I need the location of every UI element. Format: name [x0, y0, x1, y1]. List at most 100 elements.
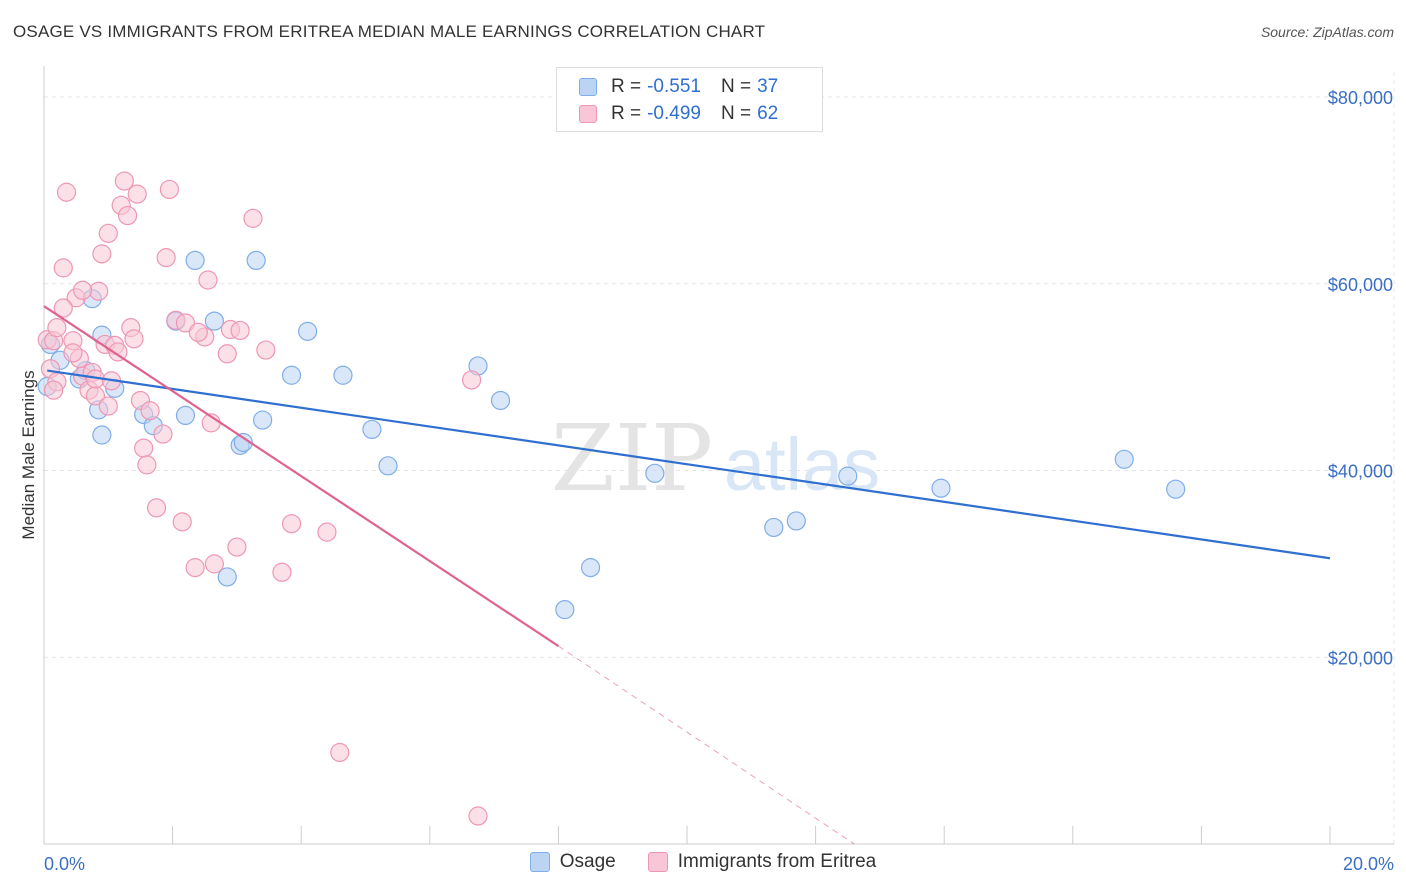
- data-point-eritrea: [330, 742, 350, 763]
- legend-label-eritrea: Immigrants from Eritrea: [677, 851, 877, 872]
- data-point-osage: [246, 250, 266, 271]
- data-point-eritrea: [227, 537, 247, 557]
- data-point-osage: [490, 390, 511, 411]
- data-point-eritrea: [230, 320, 250, 341]
- data-point-eritrea: [159, 179, 179, 200]
- trend-line-eritrea: [43, 305, 560, 647]
- data-point-osage: [333, 365, 353, 385]
- legend-r-value-eritrea: -0.499: [647, 103, 701, 124]
- stats-legend: R = -0.551 N = 37 R = -0.499 N = 62: [556, 67, 823, 132]
- data-point-eritrea: [243, 208, 263, 228]
- data-point-eritrea: [47, 318, 67, 338]
- data-point-eritrea: [137, 455, 157, 475]
- data-point-eritrea: [172, 512, 192, 532]
- legend-n-value-eritrea: 62: [757, 103, 779, 124]
- y-axis-label: Median Male Earnings: [19, 370, 38, 539]
- data-point-osage: [931, 478, 951, 498]
- data-point-eritrea: [117, 205, 138, 226]
- watermark: ZIP atlas: [551, 405, 880, 512]
- data-point-eritrea: [140, 401, 160, 421]
- data-point-eritrea: [108, 342, 128, 362]
- data-point-eritrea: [146, 498, 167, 518]
- x-tick-label: 0.0%: [44, 854, 85, 874]
- legend-swatch-eritrea: [647, 852, 668, 872]
- data-point-eritrea: [56, 182, 77, 202]
- y-tick-label: $20,000: [1328, 648, 1393, 668]
- x-tick-label: 20.0%: [1343, 854, 1394, 874]
- series-eritrea-points: [37, 171, 488, 826]
- data-point-eritrea: [317, 522, 337, 542]
- data-point-eritrea: [185, 558, 205, 578]
- data-point-eritrea: [217, 344, 237, 364]
- data-point-osage: [764, 517, 784, 538]
- legend-row-osage: R = -0.551 N = 37: [579, 74, 778, 100]
- data-point-osage: [645, 463, 665, 483]
- data-point-osage: [233, 432, 253, 453]
- trend-lines: [43, 305, 1331, 845]
- data-point-eritrea: [461, 370, 482, 390]
- axes: [43, 66, 1394, 845]
- data-point-eritrea: [114, 171, 134, 191]
- data-point-eritrea: [134, 438, 154, 458]
- data-point-eritrea: [72, 280, 93, 300]
- data-point-eritrea: [156, 248, 176, 268]
- legend-item-eritrea[interactable]: Immigrants from Eritrea: [647, 851, 877, 873]
- data-point-osage: [204, 311, 224, 331]
- data-point-osage: [580, 558, 601, 578]
- data-point-osage: [175, 405, 196, 426]
- legend-r-label: R =: [611, 76, 642, 97]
- grid-lines: [44, 72, 1395, 844]
- legend-item-osage[interactable]: Osage: [529, 851, 616, 873]
- data-point-eritrea: [98, 396, 118, 416]
- data-point-osage: [217, 567, 237, 587]
- data-point-osage: [185, 250, 205, 271]
- data-point-osage: [253, 410, 273, 430]
- data-point-eritrea: [256, 340, 276, 360]
- legend-r-value-osage: -0.551: [647, 76, 701, 97]
- data-point-osage: [362, 419, 382, 440]
- data-point-eritrea: [204, 554, 224, 574]
- y-tick-labels: $20,000 $40,000 $60,000 $80,000: [1328, 88, 1393, 668]
- data-point-osage: [838, 466, 858, 486]
- data-point-eritrea: [92, 244, 112, 264]
- data-point-eritrea: [198, 270, 218, 290]
- legend-swatch-eritrea: [579, 105, 597, 123]
- data-point-eritrea: [175, 313, 196, 333]
- legend-n-label: N =: [720, 76, 752, 97]
- data-point-osage: [298, 321, 318, 341]
- data-point-eritrea: [468, 806, 488, 826]
- chart-title: OSAGE VS IMMIGRANTS FROM ERITREA MEDIAN …: [13, 22, 766, 41]
- data-point-eritrea: [89, 281, 109, 301]
- legend-row-eritrea: R = -0.499 N = 62: [579, 101, 778, 127]
- watermark-atlas: atlas: [724, 423, 880, 506]
- y-tick-label: $40,000: [1328, 462, 1393, 482]
- data-point-eritrea: [63, 343, 83, 363]
- data-point-eritrea: [127, 184, 147, 204]
- watermark-zip: ZIP: [551, 405, 713, 512]
- data-point-osage: [1114, 449, 1134, 469]
- data-point-eritrea: [188, 322, 208, 342]
- data-point-osage: [281, 365, 302, 385]
- x-tick-labels: 0.0% 20.0%: [44, 854, 1394, 874]
- source-label: Source: ZipAtlas.com: [1260, 24, 1394, 40]
- legend-n-label: N =: [720, 103, 752, 124]
- data-point-osage: [786, 511, 806, 531]
- legend-swatch-osage: [579, 78, 597, 96]
- trend-line-osage: [47, 369, 1331, 560]
- legend-swatch-osage: [529, 852, 550, 872]
- legend-label-osage: Osage: [559, 851, 616, 872]
- data-point-eritrea: [53, 298, 73, 318]
- data-point-eritrea: [44, 380, 64, 400]
- series-legend: Osage Immigrants from Eritrea: [0, 851, 1406, 873]
- data-point-osage: [378, 456, 398, 476]
- data-point-osage: [555, 600, 575, 620]
- data-point-eritrea: [53, 258, 73, 278]
- data-point-osage: [1166, 479, 1186, 499]
- data-point-eritrea: [272, 562, 292, 582]
- y-tick-label: $60,000: [1328, 275, 1393, 295]
- y-tick-label: $80,000: [1328, 88, 1393, 108]
- legend-r-label: R =: [611, 103, 642, 124]
- trend-line-eritrea-extension: [558, 645, 855, 845]
- data-point-eritrea: [153, 424, 173, 444]
